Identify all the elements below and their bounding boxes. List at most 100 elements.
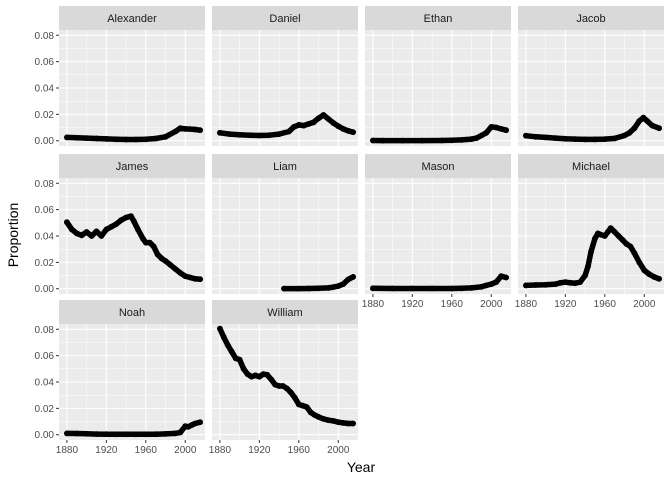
- data-point: [335, 283, 342, 289]
- data-point: [83, 135, 90, 142]
- data-point: [350, 420, 356, 427]
- data-point: [266, 132, 273, 139]
- data-point: [582, 272, 588, 279]
- data-point: [399, 137, 406, 144]
- data-point: [370, 285, 376, 292]
- facet-strip: [518, 154, 664, 178]
- data-point: [291, 124, 297, 130]
- facet-strip: [212, 300, 358, 324]
- data-point: [177, 125, 184, 132]
- data-point: [113, 221, 120, 228]
- data-point: [172, 128, 179, 135]
- y-tick-label: 0.00: [35, 284, 55, 295]
- facet-strip-label: William: [267, 307, 302, 319]
- data-point: [295, 122, 302, 128]
- x-tick-label: 1960: [441, 299, 464, 310]
- data-point: [305, 121, 312, 127]
- data-point: [585, 263, 591, 270]
- data-point: [73, 230, 80, 237]
- data-point: [473, 135, 480, 142]
- data-point: [142, 239, 149, 246]
- data-point: [601, 136, 608, 143]
- data-point: [118, 217, 124, 224]
- y-tick-label: 0.08: [35, 179, 55, 190]
- y-tick-label: 0.06: [35, 205, 55, 216]
- x-tick-label: 2000: [480, 299, 503, 310]
- data-point: [142, 431, 149, 438]
- data-point: [640, 114, 647, 121]
- data-point: [288, 389, 294, 396]
- y-tick-label: 0.02: [35, 110, 55, 121]
- data-point: [468, 136, 475, 143]
- x-tick-label: 1960: [135, 445, 158, 456]
- data-point: [83, 229, 90, 235]
- data-point: [350, 274, 356, 280]
- data-point: [532, 133, 539, 140]
- y-tick-label: 0.06: [35, 57, 55, 68]
- data-point: [542, 281, 549, 288]
- data-point: [135, 226, 141, 233]
- y-tick-label: 0.02: [35, 404, 55, 415]
- facet-strip-label: Ethan: [424, 13, 453, 25]
- data-point: [315, 414, 322, 420]
- x-tick-label: 1960: [288, 445, 311, 456]
- facet-strip-label: Mason: [421, 161, 454, 173]
- facet-strip-label: Michael: [572, 161, 610, 173]
- data-point: [557, 279, 564, 286]
- data-point: [656, 275, 662, 282]
- data-point: [619, 237, 626, 243]
- data-point: [542, 134, 549, 141]
- data-point: [103, 431, 110, 438]
- data-point: [562, 135, 569, 142]
- data-point: [93, 135, 100, 142]
- data-point: [498, 273, 504, 280]
- data-point: [567, 279, 574, 286]
- facet-panel-daniel: Daniel: [212, 6, 358, 146]
- data-point: [577, 279, 583, 285]
- y-tick-label: 0.04: [35, 84, 55, 95]
- data-point: [483, 282, 490, 289]
- data-point: [64, 134, 70, 141]
- data-point: [152, 431, 159, 438]
- y-tick-label: 0.02: [35, 258, 55, 269]
- data-point: [611, 135, 618, 142]
- data-point: [256, 132, 263, 139]
- facet-strip: [59, 300, 205, 324]
- data-point: [268, 376, 275, 383]
- data-point: [264, 371, 271, 378]
- y-tick-label: 0.08: [35, 31, 55, 42]
- data-point: [572, 136, 579, 143]
- data-point: [217, 325, 223, 332]
- data-point: [320, 416, 327, 422]
- data-point: [172, 266, 179, 272]
- y-tick-label: 0.04: [35, 232, 55, 243]
- data-point: [631, 125, 638, 132]
- data-point: [192, 420, 199, 427]
- x-tick-label: 1880: [56, 445, 79, 456]
- data-point: [73, 430, 80, 437]
- data-point: [626, 129, 633, 136]
- data-point: [562, 279, 569, 285]
- data-point: [429, 285, 435, 292]
- data-point: [419, 137, 426, 144]
- data-point: [68, 226, 75, 233]
- data-point: [276, 131, 282, 138]
- x-tick-label: 2000: [327, 445, 350, 456]
- data-point: [483, 129, 490, 136]
- data-point: [646, 271, 653, 278]
- data-point: [627, 243, 634, 250]
- data-point: [409, 285, 416, 292]
- data-point: [439, 137, 445, 144]
- y-tick-label: 0.08: [35, 325, 55, 336]
- data-point: [162, 431, 169, 437]
- data-point: [607, 225, 614, 232]
- data-point: [162, 258, 169, 264]
- data-point: [458, 285, 465, 292]
- facet-panel-ethan: Ethan: [365, 6, 511, 146]
- data-point: [448, 137, 455, 144]
- data-point: [228, 348, 235, 355]
- data-point: [310, 119, 317, 126]
- facet-panel-liam: Liam: [212, 154, 358, 294]
- data-point: [335, 123, 342, 130]
